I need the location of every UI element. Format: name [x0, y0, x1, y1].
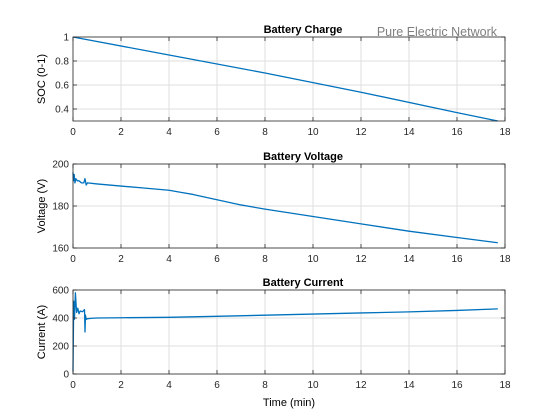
- y-tick-label: 180: [52, 202, 69, 213]
- x-tick-label: 8: [262, 380, 268, 391]
- x-tick-label: 14: [403, 380, 415, 391]
- x-axis-label: Time (min): [263, 397, 315, 409]
- axes-box: [72, 289, 506, 375]
- x-tick-label: 14: [403, 254, 415, 265]
- chart-title: Battery Current: [263, 277, 344, 289]
- axes-box: [72, 36, 506, 122]
- x-tick-label: 8: [262, 254, 268, 265]
- chart-panel-1: 0 2 4 6 8 10 12 14 16 18 0.4 0.6 0.8 1 Battery Charge S…: [36, 24, 511, 138]
- y-axis-label: SOC (0-1): [36, 54, 48, 104]
- y-tick-label: 600: [52, 286, 69, 297]
- series-line: [72, 36, 498, 122]
- chart-title: Battery Charge: [264, 24, 343, 36]
- x-tick-label: 12: [355, 127, 367, 138]
- x-tick-label: 16: [451, 380, 463, 391]
- series-line: [72, 172, 498, 244]
- y-tick-label: 0.6: [55, 81, 69, 92]
- x-tick-label: 4: [166, 127, 172, 138]
- x-tick-label: 10: [307, 380, 319, 391]
- x-tick-label: 18: [499, 127, 511, 138]
- x-tick-label: 12: [355, 380, 367, 391]
- x-tick-label: 2: [118, 127, 124, 138]
- x-tick-label: 8: [262, 127, 268, 138]
- x-tick-label: 6: [214, 254, 220, 265]
- plot-area: [73, 290, 505, 374]
- x-tick-label: 6: [214, 380, 220, 391]
- x-tick-label: 2: [118, 380, 124, 391]
- x-tick-label: 12: [355, 254, 367, 265]
- y-axis-label: Voltage (V): [36, 179, 48, 233]
- x-tick-label: 16: [451, 254, 463, 265]
- y-tick-label: 0.8: [55, 57, 69, 68]
- x-tick-label: 10: [307, 254, 319, 265]
- x-tick-label: 18: [499, 254, 511, 265]
- x-tick-label: 10: [307, 127, 319, 138]
- x-tick-label: 0: [70, 127, 76, 138]
- x-tick-label: 0: [70, 254, 76, 265]
- x-tick-label: 0: [70, 380, 76, 391]
- annotation-text: Pure Electric Network: [377, 25, 498, 39]
- x-tick-label: 14: [403, 127, 415, 138]
- y-tick-label: 0: [63, 370, 69, 381]
- y-tick-label: 1: [63, 33, 69, 44]
- y-axis-label: Current (A): [36, 305, 48, 359]
- x-tick-label: 4: [166, 254, 172, 265]
- chart-panel-3: 0 2 4 6 8 10 12 14 16 18 0 200 400 600 Battery Current…: [36, 277, 511, 409]
- x-tick-label: 6: [214, 127, 220, 138]
- y-tick-label: 200: [52, 342, 69, 353]
- y-tick-label: 200: [52, 160, 69, 171]
- y-tick-label: 0.4: [55, 105, 69, 116]
- chart-title: Battery Voltage: [263, 151, 343, 163]
- chart-panel-2: 0 2 4 6 8 10 12 14 16 18 160 180 200 Battery Voltage V…: [36, 151, 511, 265]
- x-tick-label: 16: [451, 127, 463, 138]
- x-tick-label: 18: [499, 380, 511, 391]
- y-tick-label: 160: [52, 244, 69, 255]
- x-tick-label: 2: [118, 254, 124, 265]
- y-tick-label: 400: [52, 314, 69, 325]
- series-line: [72, 292, 498, 372]
- x-tick-label: 4: [166, 380, 172, 391]
